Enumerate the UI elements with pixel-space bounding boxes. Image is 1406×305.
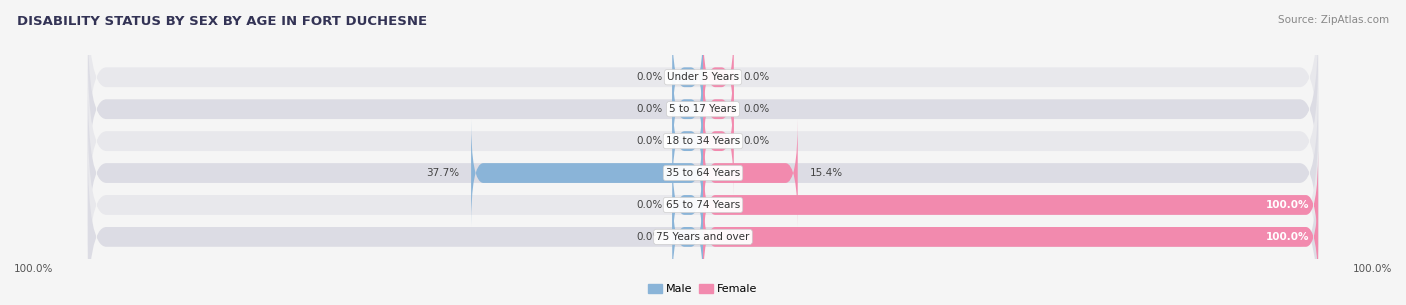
FancyBboxPatch shape bbox=[703, 119, 797, 227]
Text: 100.0%: 100.0% bbox=[1265, 200, 1309, 210]
Text: 100.0%: 100.0% bbox=[14, 264, 53, 274]
FancyBboxPatch shape bbox=[87, 55, 1319, 227]
Text: 37.7%: 37.7% bbox=[426, 168, 458, 178]
Text: 100.0%: 100.0% bbox=[1265, 232, 1309, 242]
Text: 65 to 74 Years: 65 to 74 Years bbox=[666, 200, 740, 210]
Text: 0.0%: 0.0% bbox=[637, 104, 664, 114]
FancyBboxPatch shape bbox=[703, 23, 734, 131]
FancyBboxPatch shape bbox=[672, 183, 703, 291]
Text: DISABILITY STATUS BY SEX BY AGE IN FORT DUCHESNE: DISABILITY STATUS BY SEX BY AGE IN FORT … bbox=[17, 15, 427, 28]
FancyBboxPatch shape bbox=[87, 0, 1319, 163]
Text: 0.0%: 0.0% bbox=[637, 136, 664, 146]
FancyBboxPatch shape bbox=[471, 119, 703, 227]
FancyBboxPatch shape bbox=[87, 151, 1319, 305]
Text: 100.0%: 100.0% bbox=[1353, 264, 1392, 274]
FancyBboxPatch shape bbox=[703, 183, 1319, 291]
FancyBboxPatch shape bbox=[87, 87, 1319, 259]
Text: 75 Years and over: 75 Years and over bbox=[657, 232, 749, 242]
FancyBboxPatch shape bbox=[672, 23, 703, 131]
Text: 0.0%: 0.0% bbox=[742, 72, 769, 82]
FancyBboxPatch shape bbox=[703, 55, 734, 163]
Text: 0.0%: 0.0% bbox=[637, 72, 664, 82]
FancyBboxPatch shape bbox=[672, 151, 703, 259]
Text: 5 to 17 Years: 5 to 17 Years bbox=[669, 104, 737, 114]
Text: 0.0%: 0.0% bbox=[637, 232, 664, 242]
Legend: Male, Female: Male, Female bbox=[644, 280, 762, 299]
Text: 18 to 34 Years: 18 to 34 Years bbox=[666, 136, 740, 146]
Text: 35 to 64 Years: 35 to 64 Years bbox=[666, 168, 740, 178]
FancyBboxPatch shape bbox=[87, 119, 1319, 291]
Text: 0.0%: 0.0% bbox=[742, 104, 769, 114]
FancyBboxPatch shape bbox=[703, 87, 734, 195]
FancyBboxPatch shape bbox=[672, 55, 703, 163]
Text: Source: ZipAtlas.com: Source: ZipAtlas.com bbox=[1278, 15, 1389, 25]
Text: 0.0%: 0.0% bbox=[637, 200, 664, 210]
FancyBboxPatch shape bbox=[87, 23, 1319, 195]
Text: 15.4%: 15.4% bbox=[810, 168, 844, 178]
Text: Under 5 Years: Under 5 Years bbox=[666, 72, 740, 82]
FancyBboxPatch shape bbox=[703, 151, 1319, 259]
FancyBboxPatch shape bbox=[672, 87, 703, 195]
Text: 0.0%: 0.0% bbox=[742, 136, 769, 146]
